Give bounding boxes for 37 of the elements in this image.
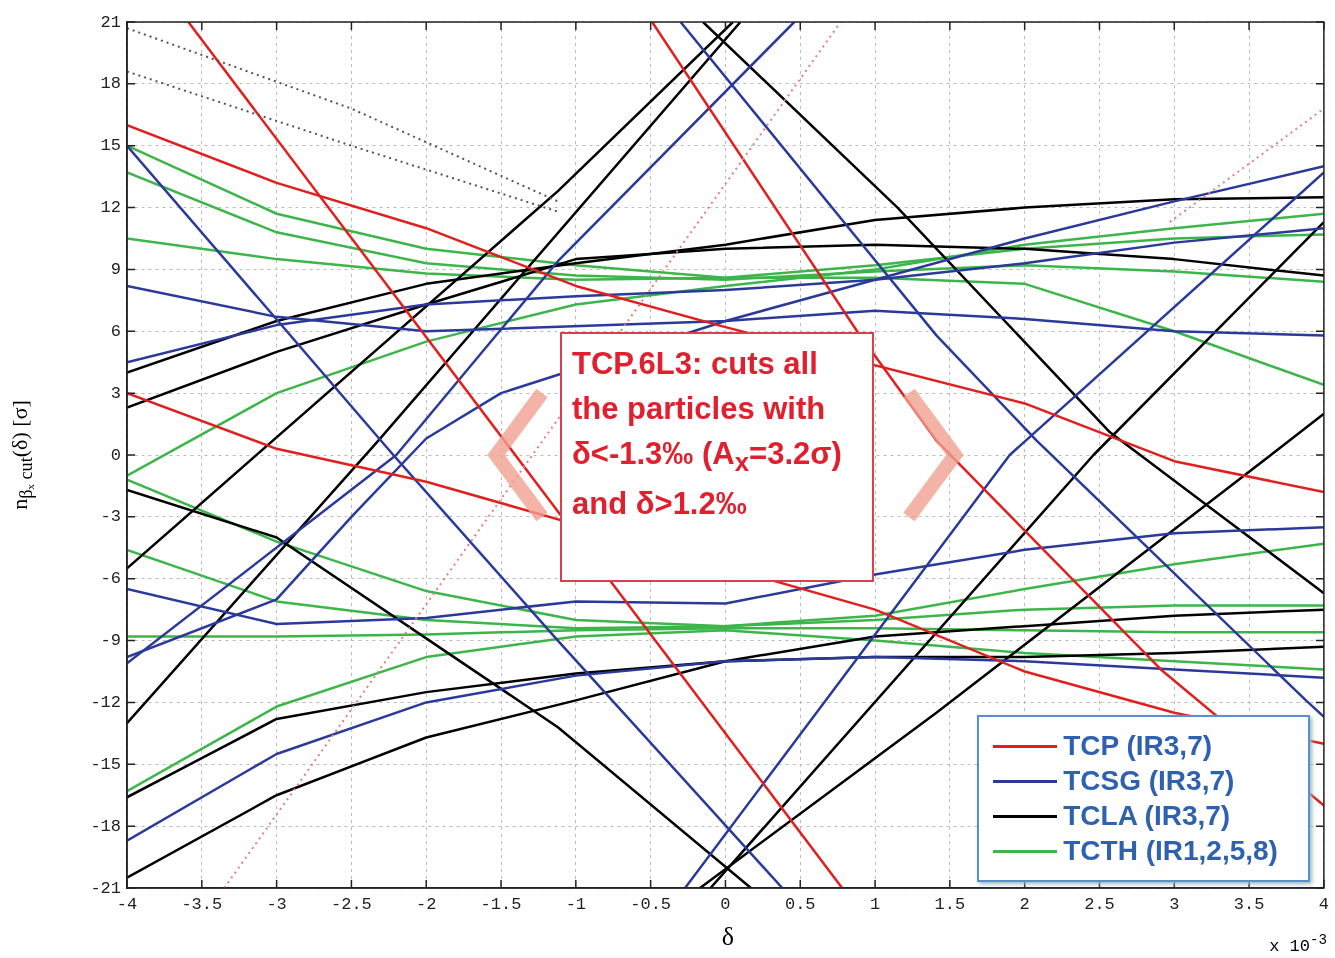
y-tick-label: 15 (100, 136, 121, 156)
x-tick-label: -2 (416, 894, 437, 914)
y-tick-label: 3 (110, 383, 121, 403)
x-tick-label: 3.5 (1233, 894, 1265, 914)
x-tick-label: 3 (1169, 894, 1180, 914)
x-tick-label: 2 (1019, 894, 1030, 914)
y-tick-label: -9 (100, 631, 121, 651)
y-tick-label: 12 (100, 198, 121, 218)
x-tick-label: -3 (266, 894, 287, 914)
text: x 10$^{-3}$ (1269, 932, 1327, 956)
y-tick-label: 0 (110, 445, 121, 465)
x-tick-label: 0 (720, 894, 731, 914)
callout-box: TCP.6L3: cuts all the particles with δ<-1.3‰ (A$_{x}$=3.2σ) and δ>1.2‰ (560, 332, 874, 582)
x-tick-label: 0.5 (784, 894, 816, 914)
y-tick-label: -18 (90, 816, 121, 836)
x-tick-label: -1 (565, 894, 587, 914)
y-tick-label: 9 (110, 259, 121, 279)
legend-label: TCLA (IR3,7) (1063, 800, 1231, 832)
x-tick-label: 1.5 (934, 894, 966, 914)
y-tick-label: 21 (100, 12, 121, 32)
y-tick-label: -15 (90, 754, 121, 774)
y-tick-label: -6 (100, 569, 121, 589)
y-tick-label: 6 (110, 321, 121, 341)
x-tick-label: -2.5 (331, 894, 372, 914)
x-tick-label: -3.5 (181, 894, 223, 914)
y-tick-label: -3 (100, 507, 121, 527)
y-tick-label: 18 (100, 74, 121, 94)
legend-label: TCP (IR3,7) (1063, 730, 1213, 762)
y-tick-label: -12 (90, 692, 121, 712)
x-tick-label: 2.5 (1084, 894, 1115, 914)
x-tick-label: -0.5 (630, 894, 672, 914)
x-axis-title: δ (721, 922, 735, 952)
legend-label: TCTH (IR1,2,5,8) (1063, 835, 1278, 867)
legend-label: TCSG (IR3,7) (1063, 765, 1235, 797)
x-tick-label: 4 (1318, 894, 1329, 914)
x-tick-label: -1.5 (480, 894, 522, 914)
x-tick-label: 1 (869, 894, 881, 914)
